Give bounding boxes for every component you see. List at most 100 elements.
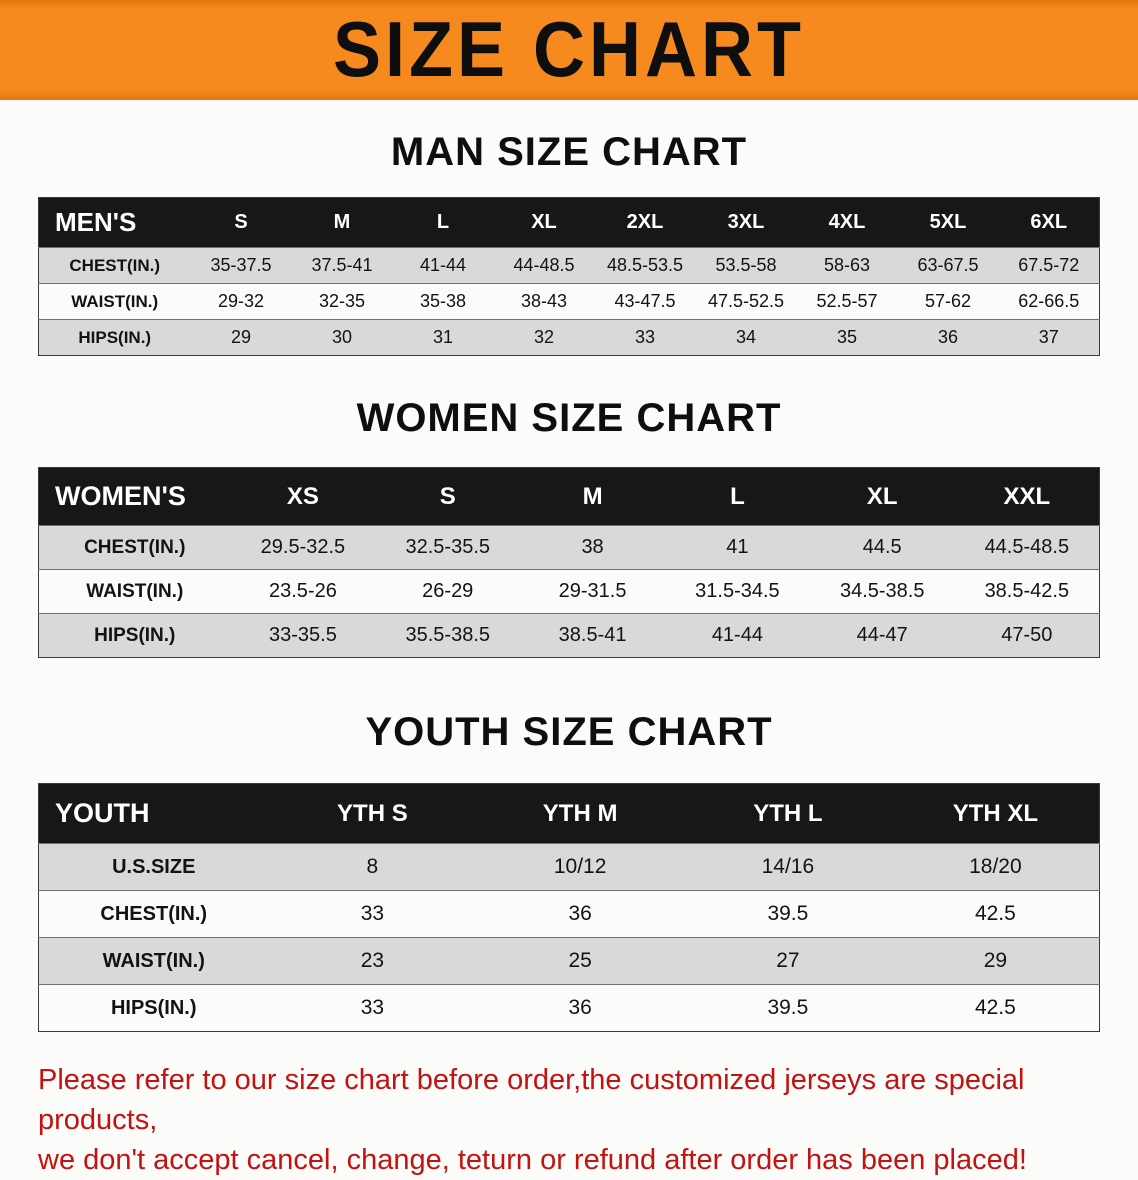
size-value: 42.5 — [974, 996, 1016, 1019]
size-column-header: YTH XL — [891, 783, 1100, 844]
size-value: 32.5-35.5 — [405, 536, 490, 558]
size-value: 38.5-41 — [558, 624, 627, 646]
size-value: 42.5 — [974, 902, 1016, 925]
banner-title: SIZE CHART — [333, 6, 805, 94]
table-row: U.S.SIZE 8 10/12 14/16 18/20 — [38, 843, 1100, 891]
size-value: 27 — [776, 949, 800, 972]
table-corner-label: YOUTH — [38, 783, 269, 844]
size-value: 14/16 — [761, 855, 815, 878]
size-value: 44.5-48.5 — [984, 536, 1070, 558]
size-value: 44-47 — [856, 624, 908, 646]
size-column-header: 5XL — [897, 197, 999, 248]
row-label: HIPS(IN.) — [110, 996, 197, 1019]
size-column-header: M — [520, 467, 665, 526]
size-value: 18/20 — [969, 855, 1022, 878]
size-value: 34 — [735, 327, 757, 347]
size-value: 23 — [360, 949, 385, 972]
disclaimer-line-1: Please refer to our size chart before or… — [38, 1064, 1025, 1137]
youth-size-section: YOUTH SIZE CHART YOUTH YTH S YTH M YTH L YTH… — [0, 710, 1138, 1032]
row-label: U.S.SIZE — [112, 855, 196, 878]
size-value: 23.5-26 — [268, 580, 337, 602]
table-row: HIPS(IN.) 29 30 31 32 33 34 35 36 37 — [38, 319, 1100, 356]
size-value: 39.5 — [767, 996, 809, 1019]
men-section-heading: MAN SIZE CHART — [390, 130, 748, 174]
size-value: 10/12 — [553, 855, 607, 878]
size-value: 35-37.5 — [210, 255, 272, 275]
size-chart-banner: SIZE CHART — [0, 0, 1138, 100]
size-column-header: 2XL — [594, 197, 696, 248]
size-value: 8 — [366, 855, 379, 878]
women-size-section: WOMEN SIZE CHART WOMEN'S XS S M L XL XXL CHEST(… — [0, 396, 1138, 658]
table-row: WAIST(IN.) 29-32 32-35 35-38 38-43 43-47.5 47.… — [38, 283, 1100, 320]
size-column-header: YTH L — [684, 783, 892, 844]
men-size-table: MEN'S S M L XL 2XL 3XL 4XL 5XL 6XL CHEST(IN.) 35-37… — [38, 197, 1100, 356]
table-row: HIPS(IN.) 33 36 39.5 42.5 — [38, 984, 1100, 1032]
size-value: 39.5 — [767, 902, 809, 925]
table-row: CHEST(IN.) 29.5-32.5 32.5-35.5 38 41 44.5 44.5… — [38, 525, 1100, 570]
size-column-header: S — [190, 197, 292, 248]
size-value: 36 — [568, 902, 592, 925]
size-column-header: XL — [809, 467, 955, 526]
size-value: 52.5-57 — [816, 291, 878, 311]
size-value: 30 — [331, 327, 353, 347]
size-value: 47-50 — [1001, 624, 1053, 646]
size-value: 29-32 — [217, 291, 265, 311]
size-column-header: XXL — [954, 467, 1100, 526]
size-value: 43-47.5 — [614, 291, 676, 311]
table-row: CHEST(IN.) 33 36 39.5 42.5 — [38, 890, 1100, 938]
size-column-header: XS — [230, 467, 376, 526]
size-value: 32 — [533, 327, 555, 347]
disclaimer-text: Please refer to our size chart before or… — [38, 1060, 1100, 1180]
size-column-header: 6XL — [998, 197, 1100, 248]
size-value: 37.5-41 — [311, 255, 373, 275]
table-row: HIPS(IN.) 33-35.5 35.5-38.5 38.5-41 41-44 44-… — [38, 613, 1100, 658]
size-value: 62-66.5 — [1018, 291, 1080, 311]
row-label: CHEST(IN.) — [84, 536, 186, 558]
table-row: WAIST(IN.) 23 25 27 29 — [38, 937, 1100, 985]
size-value: 35.5-38.5 — [405, 624, 490, 646]
youth-size-table: YOUTH YTH S YTH M YTH L YTH XL U.S.SIZE 8 10/12… — [38, 783, 1100, 1032]
size-value: 29 — [983, 949, 1008, 972]
row-label: WAIST(IN.) — [71, 291, 159, 311]
size-value: 41-44 — [419, 255, 467, 275]
size-column-header: XL — [493, 197, 595, 248]
size-value: 26-29 — [422, 580, 474, 602]
row-label: HIPS(IN.) — [78, 327, 152, 347]
size-value: 57-62 — [924, 291, 972, 311]
size-value: 35-38 — [419, 291, 467, 311]
size-value: 36 — [937, 327, 959, 347]
size-value: 44-48.5 — [513, 255, 575, 275]
table-row: CHEST(IN.) 35-37.5 37.5-41 41-44 44-48.5 48.5… — [38, 247, 1100, 284]
size-column-header: 3XL — [695, 197, 797, 248]
size-value: 32-35 — [318, 291, 366, 311]
size-value: 47.5-52.5 — [707, 291, 785, 311]
size-value: 33 — [634, 327, 656, 347]
size-value: 37 — [1038, 327, 1059, 347]
table-header-row: YOUTH YTH S YTH M YTH L YTH XL — [38, 783, 1100, 844]
size-value: 44.5 — [862, 536, 902, 558]
size-column-header: L — [392, 197, 494, 248]
table-corner-label: WOMEN'S — [38, 467, 231, 526]
size-column-header: L — [664, 467, 810, 526]
size-value: 48.5-53.5 — [606, 255, 684, 275]
size-value: 67.5-72 — [1018, 255, 1080, 275]
table-corner-label: MEN'S — [38, 197, 191, 248]
row-label: CHEST(IN.) — [100, 902, 208, 925]
size-value: 38-43 — [520, 291, 568, 311]
table-header-row: WOMEN'S XS S M L XL XXL — [38, 467, 1100, 526]
size-value: 41-44 — [711, 624, 763, 646]
size-value: 33 — [360, 996, 385, 1019]
men-size-section: MAN SIZE CHART MEN'S S M L XL 2XL 3XL 4XL 5XL 6XL… — [0, 130, 1138, 356]
table-row: WAIST(IN.) 23.5-26 26-29 29-31.5 31.5-34.5 34… — [38, 569, 1100, 614]
size-value: 35 — [836, 327, 858, 347]
size-value: 33 — [360, 902, 385, 925]
size-column-header: S — [375, 467, 521, 526]
size-value: 34.5-38.5 — [839, 580, 925, 602]
size-value: 41 — [726, 536, 749, 558]
size-value: 58-63 — [823, 255, 871, 275]
size-value: 29-31.5 — [558, 580, 627, 602]
disclaimer-line-2: we don't accept cancel, change, teturn o… — [38, 1144, 1027, 1177]
row-label: HIPS(IN.) — [94, 624, 176, 646]
size-value: 31 — [432, 327, 454, 347]
row-label: WAIST(IN.) — [102, 949, 205, 972]
